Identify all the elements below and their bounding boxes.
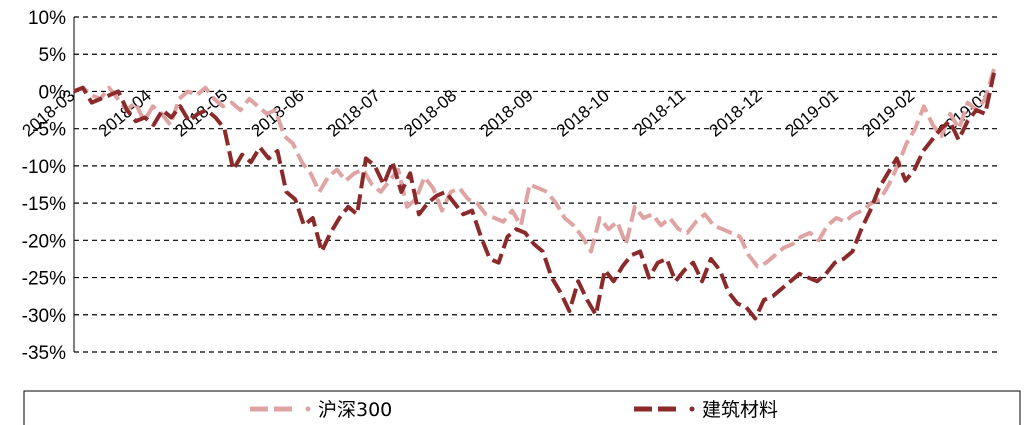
y-tick-label: -25% xyxy=(22,269,66,290)
y-tick-label: 0% xyxy=(39,82,67,103)
legend-label: 建筑材料 xyxy=(702,399,778,421)
series-line-1 xyxy=(73,68,996,269)
y-tick-label: -15% xyxy=(22,194,66,215)
y-tick-label: -35% xyxy=(22,343,66,364)
legend-dot xyxy=(305,406,311,412)
y-tick-label: 10% xyxy=(28,8,66,29)
legend-dot xyxy=(689,406,695,412)
x-tick-label: 2018-10 xyxy=(553,86,613,141)
x-tick-label: 2019-02 xyxy=(858,86,918,141)
y-tick-label: -30% xyxy=(22,306,66,327)
x-tick-label: 2018-08 xyxy=(400,86,460,141)
y-axis: 10% 5% 0% -5% -10% -15% -20% -25% -30% -35% xyxy=(22,8,75,364)
x-tick-label: 2018-06 xyxy=(248,86,308,141)
x-tick-label: 2018-09 xyxy=(477,86,537,141)
y-tick-label: -10% xyxy=(22,157,66,178)
legend: 沪深300 建筑材料 xyxy=(23,390,1021,425)
legend-box xyxy=(23,390,1021,425)
series-lines xyxy=(73,68,996,321)
y-tick-label: -20% xyxy=(22,231,66,252)
series-line-2 xyxy=(73,72,996,321)
x-tick-label: 2018-07 xyxy=(324,86,384,141)
y-tick-label: 5% xyxy=(39,45,67,66)
x-tick-label: 2018-12 xyxy=(706,86,766,141)
x-tick-label: 2019-01 xyxy=(782,86,842,141)
x-tick-label: 2018-11 xyxy=(630,86,689,140)
y-tick-label: -5% xyxy=(32,120,66,141)
grid-lines xyxy=(74,16,1000,353)
legend-label: 沪深300 xyxy=(318,399,392,421)
